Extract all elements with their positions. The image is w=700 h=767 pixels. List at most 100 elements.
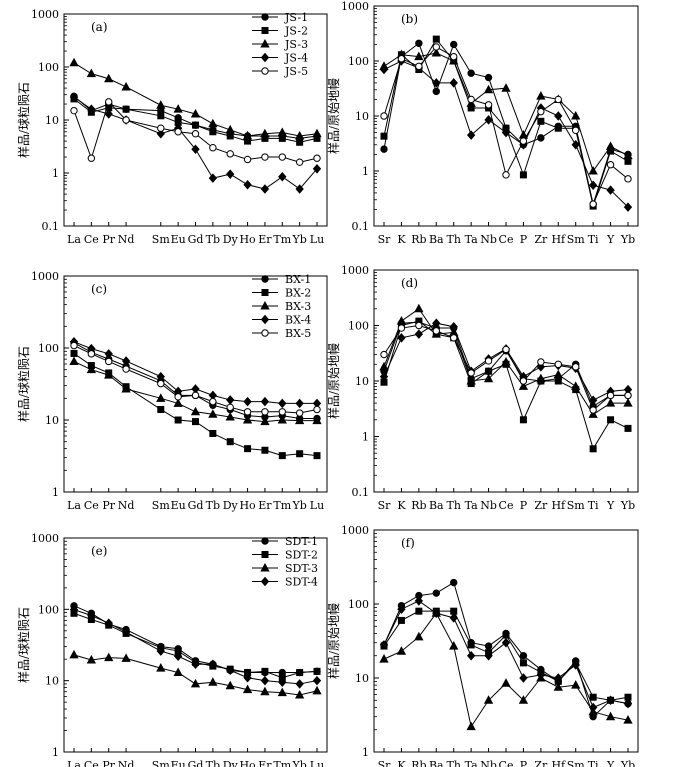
data-point-marker	[589, 200, 597, 208]
data-point-marker	[312, 415, 322, 425]
data-point-marker	[588, 180, 598, 191]
series-SDT-3	[69, 649, 322, 699]
data-point-marker	[379, 654, 389, 663]
x-tick-label: Ho	[239, 233, 256, 246]
x-tick-label: Yb	[620, 233, 635, 246]
data-point-marker	[209, 397, 217, 406]
x-tick-label: Sm	[152, 233, 171, 246]
legend-label: SDT-1	[285, 535, 318, 548]
legend-label: JS-5	[284, 65, 308, 78]
data-point-marker	[606, 695, 615, 706]
x-tick-label: P	[520, 499, 528, 512]
data-point-marker	[295, 689, 305, 699]
data-point-marker	[156, 100, 166, 109]
y-axis-label: 样品/球粒陨石	[16, 607, 31, 683]
y-tick-label: 1000	[31, 270, 59, 283]
series-BX-3	[69, 356, 322, 426]
data-point-marker	[379, 64, 389, 75]
data-point-marker	[313, 405, 321, 414]
series-line	[383, 600, 629, 709]
data-point-marker	[208, 659, 218, 669]
legend-marker	[260, 314, 270, 325]
legend-label: SDT-3	[285, 562, 318, 575]
y-axis-label: 样品/原始地幔	[326, 78, 341, 154]
data-point-marker	[260, 416, 270, 426]
data-point-marker	[277, 127, 287, 137]
y-tick-label: 100	[38, 603, 59, 616]
data-point-marker	[623, 398, 633, 407]
data-point-marker	[242, 414, 253, 424]
data-point-marker	[397, 324, 406, 332]
data-point-marker	[519, 652, 528, 660]
x-tick-label: Ta	[465, 499, 478, 512]
x-tick-label: Tm	[273, 499, 291, 512]
data-point-marker	[295, 130, 305, 140]
x-tick-label: P	[520, 233, 528, 246]
data-point-marker	[260, 396, 270, 407]
data-point-marker	[432, 608, 441, 619]
data-point-marker	[432, 78, 441, 88]
data-point-marker	[483, 373, 494, 383]
legend: BX-1BX-2BX-3BX-4BX-5	[252, 273, 311, 340]
series-JS-4	[379, 56, 633, 212]
data-point-marker	[450, 578, 458, 587]
data-point-marker	[191, 391, 200, 400]
y-tick-label: 10	[45, 114, 59, 127]
data-point-marker	[87, 350, 96, 358]
data-point-marker	[69, 92, 79, 102]
data-point-marker	[313, 154, 321, 162]
x-tick-label: Tb	[206, 759, 220, 767]
data-point-marker	[553, 369, 563, 379]
legend-marker	[260, 576, 270, 587]
x-tick-label: Nb	[480, 759, 497, 767]
x-tick-label: Lu	[310, 233, 324, 246]
data-point-marker	[484, 115, 493, 125]
data-point-marker	[226, 403, 234, 412]
data-point-marker	[209, 429, 217, 437]
data-point-marker	[104, 73, 114, 83]
x-tick-label: La	[67, 759, 81, 767]
data-point-marker	[209, 144, 217, 152]
data-point-marker	[519, 377, 528, 385]
data-point-marker	[70, 106, 78, 115]
x-tick-label: Tb	[206, 499, 220, 512]
data-point-marker	[121, 81, 131, 91]
data-point-marker	[208, 409, 218, 418]
data-point-marker	[623, 698, 633, 709]
x-tick-label: Ce	[84, 759, 99, 767]
data-point-marker	[225, 411, 235, 421]
data-point-marker	[278, 677, 287, 688]
data-point-marker	[209, 128, 217, 136]
data-point-marker	[173, 667, 183, 677]
legend-marker	[261, 551, 269, 558]
y-tick-label: 1	[52, 486, 59, 499]
data-point-marker	[156, 129, 165, 139]
x-tick-label: Ta	[465, 233, 478, 246]
data-point-marker	[243, 672, 252, 683]
legend-marker	[261, 27, 269, 34]
y-axis-label: 样品/球粒陨石	[16, 82, 31, 158]
data-point-marker	[519, 416, 527, 424]
x-tick-label: Ba	[429, 499, 444, 512]
chart-panel-f: 1 10 100 1000 样品/原始地幔 Sr K Rb Ba Th Ta Nb Ce P Zr Hf Sm T…	[326, 524, 639, 767]
y-tick-label: 10	[45, 675, 59, 688]
x-tick-label: Sm	[567, 233, 586, 246]
data-point-marker	[466, 130, 476, 140]
data-point-marker	[624, 391, 632, 400]
data-point-marker	[121, 356, 131, 366]
panel-label: (f)	[401, 536, 415, 550]
data-point-marker	[623, 150, 633, 160]
data-point-marker	[104, 652, 114, 662]
data-point-marker	[69, 649, 79, 659]
legend-label: JS-4	[284, 52, 308, 65]
x-tick-label: Y	[606, 759, 615, 767]
data-point-marker	[157, 124, 165, 132]
data-point-marker	[173, 398, 183, 407]
data-point-marker	[553, 682, 563, 691]
data-point-marker	[87, 154, 96, 162]
data-point-marker	[518, 695, 529, 704]
data-point-marker	[432, 327, 440, 335]
data-point-marker	[588, 395, 598, 406]
data-point-marker	[501, 678, 511, 687]
